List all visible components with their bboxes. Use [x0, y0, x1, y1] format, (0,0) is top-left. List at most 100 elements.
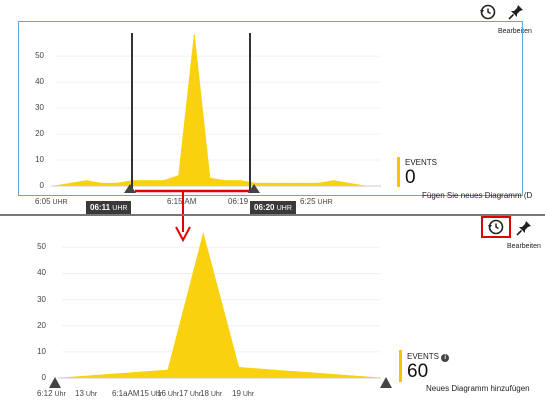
data-point [100, 182, 103, 185]
x-tick-time: 6:15 AM [167, 197, 197, 206]
add-chart-hint-top[interactable]: Fügen Sie neues Diagramm (D [422, 191, 533, 200]
data-point [162, 180, 165, 182]
brush-end-line[interactable] [249, 33, 251, 191]
x-tick-time: 15 [140, 389, 149, 398]
bottom-metric-value: 60 [407, 361, 429, 382]
data-point [69, 182, 72, 185]
x-tick-label: 13 Uhr [75, 389, 97, 398]
data-point [343, 374, 346, 377]
brush-end-time-text: 06:20 [254, 203, 275, 212]
data-point [224, 180, 226, 182]
selection-annotation [135, 189, 249, 243]
x-tick-label: 6:12 Uhr [37, 389, 66, 398]
y-tick-label: 40 [37, 268, 46, 278]
brush-end-handle[interactable] [248, 184, 260, 193]
x-tick-time: 6:25 [300, 197, 316, 206]
data-point [178, 174, 180, 177]
x-tick-label: 06:19 [228, 197, 248, 206]
data-point [167, 369, 169, 372]
data-point [209, 177, 211, 179]
data-point [332, 180, 335, 182]
bottom-metric-title-text: EVENTS [407, 352, 440, 361]
x-tick-unit: Uhr [165, 391, 180, 398]
events-area-series [61, 232, 381, 379]
x-tick-label: 15 Uhr [140, 389, 162, 398]
data-point [239, 180, 242, 182]
y-tick-label: 20 [37, 320, 46, 330]
add-chart-hint-bottom[interactable]: Neues Diagramm hinzufügen [426, 384, 530, 393]
y-tick-label: 30 [37, 294, 46, 304]
x-tick-label: 6:25 UHR [300, 197, 333, 206]
x-tick-label: 17 Uhr [179, 389, 201, 398]
x-tick-time: 6:1aAM [112, 389, 140, 398]
x-tick-label: 19 Uhr [232, 389, 254, 398]
data-point [317, 182, 319, 185]
bottom-metric-bar [399, 350, 402, 382]
x-tick-unit: UHR [50, 199, 68, 206]
brush-end-time-unit: UHR [276, 205, 292, 212]
top-metric-value: 0 [405, 167, 416, 188]
data-point [237, 366, 240, 369]
x-tick-label: 6:1aAM [112, 389, 140, 398]
y-tick-label: 40 [35, 77, 44, 87]
edit-label[interactable]: Bearbeiten [498, 28, 532, 35]
y-tick-label: 50 [37, 242, 46, 252]
x-tick-label: 16 Uhr [157, 389, 179, 398]
data-point [116, 182, 118, 185]
top-chart-panel [18, 21, 523, 196]
x-tick-time: 6:05 [35, 197, 51, 206]
y-tick-label: 0 [39, 181, 44, 190]
data-point [301, 182, 304, 185]
x-tick-time: 6:12 [37, 389, 53, 398]
brush-start-time: 06:11 UHR [86, 201, 132, 214]
x-tick-label: 18 Uhr [200, 389, 222, 398]
x-tick-label: 6:15 AM [167, 197, 196, 206]
bottom-metric-title: EVENTS i [407, 352, 450, 362]
top-metric-title: EVENTS [405, 158, 438, 167]
y-tick-label: 20 [35, 129, 44, 139]
x-tick-time: 13 [75, 389, 84, 398]
bottom-range-start-handle[interactable] [49, 377, 61, 388]
history-highlight-box [481, 216, 511, 238]
x-tick-time: 06:19 [228, 197, 249, 206]
edit-label[interactable]: Bearbeiten [507, 243, 541, 250]
y-tick-label: 0 [41, 373, 46, 382]
data-point [286, 182, 288, 185]
y-tick-label: 10 [37, 346, 46, 356]
data-point [147, 180, 149, 182]
data-point [131, 372, 134, 374]
top-metric-bar [397, 157, 400, 187]
data-point [273, 369, 275, 372]
bottom-range-end-handle[interactable] [380, 377, 392, 388]
y-tick-label: 10 [35, 155, 44, 165]
x-tick-time: 19 [232, 389, 241, 398]
data-point [202, 233, 205, 235]
data-point [85, 180, 87, 182]
x-tick-unit: Uhr [83, 391, 98, 398]
brush-start-time-text: 06:11 [90, 203, 111, 212]
y-tick-label: 30 [35, 103, 44, 113]
pin-icon[interactable] [514, 218, 534, 238]
data-point [270, 182, 273, 185]
x-tick-time: 16 [157, 389, 166, 398]
data-point [193, 34, 196, 37]
y-tick-label: 50 [35, 51, 44, 61]
brush-end-time: 06:20 UHR [250, 201, 296, 214]
brush-start-handle[interactable] [124, 184, 136, 193]
x-tick-unit: UHR [315, 199, 333, 206]
top-chart-plot [51, 34, 381, 187]
history-icon[interactable] [486, 217, 506, 237]
x-tick-time: 18 [200, 389, 209, 398]
x-tick-unit: Uhr [240, 391, 255, 398]
info-icon[interactable]: i [441, 354, 450, 362]
pin-icon[interactable] [506, 2, 526, 22]
data-point [96, 374, 99, 377]
selection-arrow-head [175, 226, 191, 243]
x-tick-unit: Uhr [208, 391, 223, 398]
x-tick-unit: Uhr [187, 391, 202, 398]
history-icon[interactable] [478, 2, 498, 22]
panel-separator [0, 214, 545, 216]
brush-start-line[interactable] [131, 33, 133, 191]
data-point [348, 182, 350, 185]
x-tick-time: 17 [179, 389, 188, 398]
